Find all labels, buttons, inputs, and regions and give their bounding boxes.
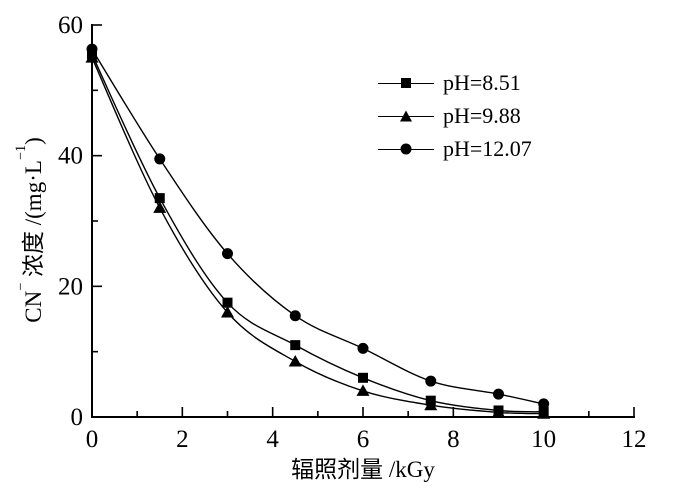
x-tick-label: 2 <box>176 426 189 453</box>
triangle-data-point-marker <box>356 384 370 396</box>
y-axis-title-sup: − <box>12 282 29 291</box>
y-axis-title-text: CN <box>21 290 46 323</box>
circle-data-point-marker <box>538 398 550 410</box>
triangle-data-point-marker <box>424 398 438 411</box>
triangle-data-point-marker <box>537 407 551 419</box>
legend-item-ph-8-51: pH=8.51 <box>378 66 532 99</box>
triangle-data-point-marker <box>153 201 167 213</box>
y-tick-label: 20 <box>58 273 83 300</box>
triangle-data-point-marker <box>85 51 99 63</box>
legend-label: pH=12.07 <box>443 135 532 161</box>
circle-data-point-marker <box>222 248 233 260</box>
x-tick-label: 8 <box>447 426 460 453</box>
x-tick-label: 0 <box>86 426 99 453</box>
circle-data-point-marker <box>86 43 98 55</box>
y-tick-label: 60 <box>58 12 83 39</box>
x-tick-label: 10 <box>531 426 556 453</box>
circle-marker-icon <box>400 143 412 154</box>
legend-item-ph-12-07: pH=12.07 <box>378 132 532 165</box>
square-data-point-marker <box>358 372 368 383</box>
circle-data-point-marker <box>425 375 437 387</box>
legend: pH=8.51 pH=9.88 pH=12.07 <box>378 66 532 165</box>
y-axis-title-sup: −1 <box>12 144 29 161</box>
x-axis-title: 辐照剂量 /kGy <box>291 457 435 482</box>
legend-label: pH=8.51 <box>443 69 521 95</box>
triangle-data-point-marker <box>288 354 302 367</box>
triangle-data-point-marker <box>492 405 505 418</box>
legend-item-ph-9-88: pH=9.88 <box>378 99 532 132</box>
x-tick-label: 12 <box>622 426 647 453</box>
x-tick-label: 6 <box>357 426 370 453</box>
legend-key <box>378 109 434 123</box>
x-tick-label: 4 <box>266 426 279 453</box>
triangle-data-point-marker <box>221 305 234 318</box>
legend-key <box>378 76 434 90</box>
y-tick-label: 0 <box>71 404 84 431</box>
y-axis-title-text: 浓度 /(mg·L <box>21 160 46 283</box>
circle-data-point-marker <box>357 342 369 354</box>
legend-key <box>378 142 434 156</box>
square-data-point-marker <box>222 297 233 308</box>
y-axis-title: CN− 浓度 /(mg·L−1) <box>12 137 48 323</box>
square-data-point-marker <box>154 193 165 204</box>
circle-data-point-marker <box>154 153 166 165</box>
square-data-point-marker <box>290 340 301 351</box>
square-marker-icon <box>401 77 411 88</box>
circle-data-point-marker <box>289 310 301 322</box>
triangle-marker-icon <box>400 110 412 121</box>
circle-data-point-marker <box>493 388 504 400</box>
legend-label: pH=9.88 <box>443 102 521 128</box>
y-tick-label: 40 <box>58 143 83 170</box>
